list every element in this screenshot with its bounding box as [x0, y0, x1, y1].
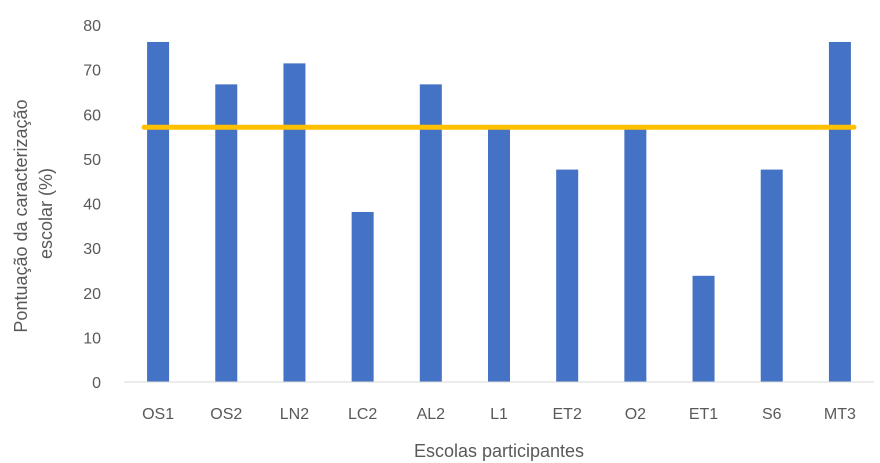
bars-group — [147, 41, 851, 383]
y-axis-title-line-1: Pontuação da caracterização — [11, 99, 31, 332]
y-tick-label: 0 — [92, 375, 101, 392]
y-tick-label: 30 — [83, 241, 101, 258]
y-tick-label: 10 — [83, 330, 101, 347]
x-tick-label: ET2 — [553, 406, 582, 423]
x-tick-label: LN2 — [280, 406, 309, 423]
x-tick-label: OS2 — [210, 406, 242, 423]
x-axis-ticks: OS1 OS2 LN2 LC2 AL2 L1 ET2 O2 ET1 S6 MT3 — [142, 406, 856, 423]
bar-mt3 — [828, 41, 851, 383]
y-axis-title-line-2: escolar (%) — [36, 168, 56, 259]
y-tick-label: 20 — [83, 286, 101, 303]
x-tick-label: L1 — [490, 406, 508, 423]
y-axis-title: Pontuação da caracterização escolar (%) — [11, 94, 56, 332]
x-tick-label: S6 — [762, 406, 782, 423]
bar-ln2 — [283, 63, 306, 382]
y-tick-label: 50 — [83, 152, 101, 169]
bar-al2 — [419, 84, 442, 382]
x-tick-label: LC2 — [348, 406, 377, 423]
bar-s6 — [760, 169, 783, 382]
y-tick-label: 60 — [83, 107, 101, 124]
y-tick-label: 70 — [83, 63, 101, 80]
bar-et1 — [692, 275, 715, 382]
x-tick-label: O2 — [625, 406, 646, 423]
x-tick-label: MT3 — [824, 406, 856, 423]
y-axis-ticks: 0 10 20 30 40 50 60 70 80 — [83, 18, 101, 392]
x-tick-label: OS1 — [142, 406, 174, 423]
bar-et2 — [556, 169, 579, 382]
x-axis-title: Escolas participantes — [414, 441, 584, 461]
y-tick-label: 80 — [83, 18, 101, 35]
x-tick-label: ET1 — [689, 406, 718, 423]
bar-os1 — [147, 41, 170, 383]
x-tick-label: AL2 — [417, 406, 446, 423]
bar-lc2 — [351, 211, 374, 382]
bar-l1 — [488, 127, 510, 382]
y-tick-label: 40 — [83, 197, 101, 214]
bar-os2 — [215, 84, 238, 382]
bar-o2 — [624, 127, 647, 382]
